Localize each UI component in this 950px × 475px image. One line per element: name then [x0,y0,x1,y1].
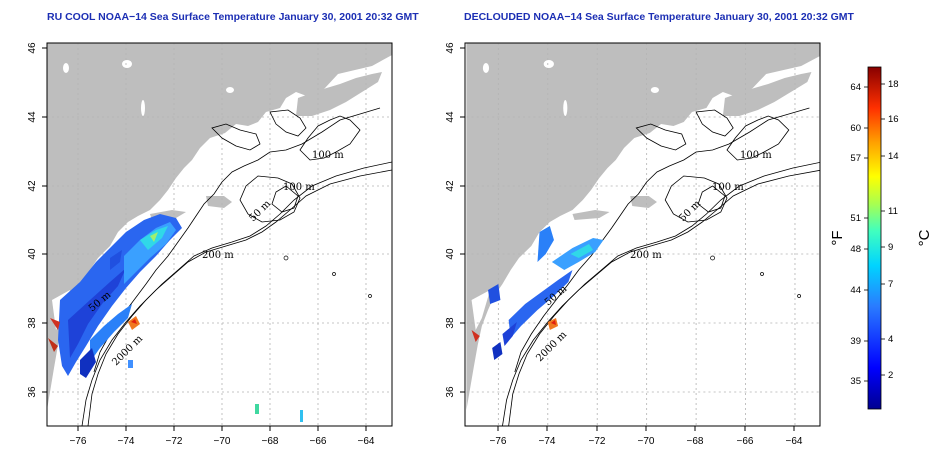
left-y-tick-46: 46 [27,42,38,54]
colorbar-c-tick-7: 7 [888,279,893,290]
right-map-frame [464,42,821,427]
colorbar-f-tick-64: 64 [850,82,861,93]
right-y-tick-46: 46 [445,42,456,54]
left-map: 100 m 100 m 50 m 200 m 50 m 2000 m −76 −… [27,42,393,447]
colorbar-c-tick-4: 4 [888,334,893,345]
right-y-tick-36: 36 [445,386,456,398]
colorbar-gradient [867,66,882,410]
colorbar-f-tick-39: 39 [850,336,861,347]
left-y-tick-44: 44 [27,111,38,123]
left-y-tick-42: 42 [27,180,38,192]
colorbar-c-tick-11: 11 [888,206,898,217]
colorbar-c-tick-14: 14 [888,151,899,162]
right-y-tick-42: 42 [445,180,456,192]
left-x-tick-76: −76 [70,436,87,447]
left-map-frame [46,42,393,427]
colorbar-c-tick-2: 2 [888,370,893,381]
right-x-tick-66: −66 [737,436,754,447]
right-y-tick-40: 40 [445,248,456,260]
colorbar-f-tick-60: 60 [850,123,861,134]
colorbar-c-tick-18: 18 [888,79,899,90]
colorbar-f-tick-48: 48 [850,244,861,255]
right-y-tick-38: 38 [445,317,456,329]
left-x-tick-66: −66 [310,436,327,447]
right-x-tick-76: −76 [490,436,507,447]
right-x-tick-64: −64 [786,436,803,447]
colorbar-f-tick-35: 35 [850,376,861,387]
left-contour-label-100m-b: 100 m [283,182,315,193]
left-y-tick-36: 36 [27,386,38,398]
left-x-tick-70: −70 [214,436,231,447]
right-contour-label-100m-b: 100 m [712,182,744,193]
right-x-tick-74: −74 [539,436,556,447]
right-y-tick-44: 44 [445,111,456,123]
right-map: 100 m 100 m 50 m 200 m 50 m 2000 m −76 −… [445,42,821,447]
right-sst-overlay [471,226,604,360]
colorbar-c-tick-9: 9 [888,242,893,253]
left-sst-overlay [48,214,303,422]
left-contour-label-100m-a: 100 m [312,150,344,161]
colorbar-f-tick-51: 51 [850,213,861,224]
colorbar-f-tick-57: 57 [850,153,861,164]
right-panel-title: DECLOUDED NOAA−14 Sea Surface Temperatur… [464,11,854,23]
left-y-tick-38: 38 [27,317,38,329]
colorbar-f-tick-44: 44 [850,285,861,296]
right-x-tick-68: −68 [687,436,704,447]
right-contour-label-200m: 200 m [630,250,662,261]
left-x-tick-72: −72 [166,436,183,447]
left-contour-label-50m-a: 50 m [247,198,273,224]
left-contour-label-200m: 200 m [202,250,234,261]
colorbar-fahrenheit-label: °F [829,230,846,245]
left-x-tick-74: −74 [118,436,135,447]
right-x-tick-70: −70 [638,436,655,447]
left-x-tick-68: −68 [262,436,279,447]
colorbar-c-tick-16: 16 [888,114,899,125]
colorbar-celsius-label: °C [916,229,933,246]
left-x-tick-64: −64 [358,436,375,447]
left-panel-title: RU COOL NOAA−14 Sea Surface Temperature … [47,11,419,23]
right-contour-label-100m-a: 100 m [740,150,772,161]
colorbar: 64 60 57 51 48 44 39 35 18 16 14 11 9 7 … [829,66,933,410]
left-y-tick-40: 40 [27,248,38,260]
right-x-tick-72: −72 [589,436,606,447]
